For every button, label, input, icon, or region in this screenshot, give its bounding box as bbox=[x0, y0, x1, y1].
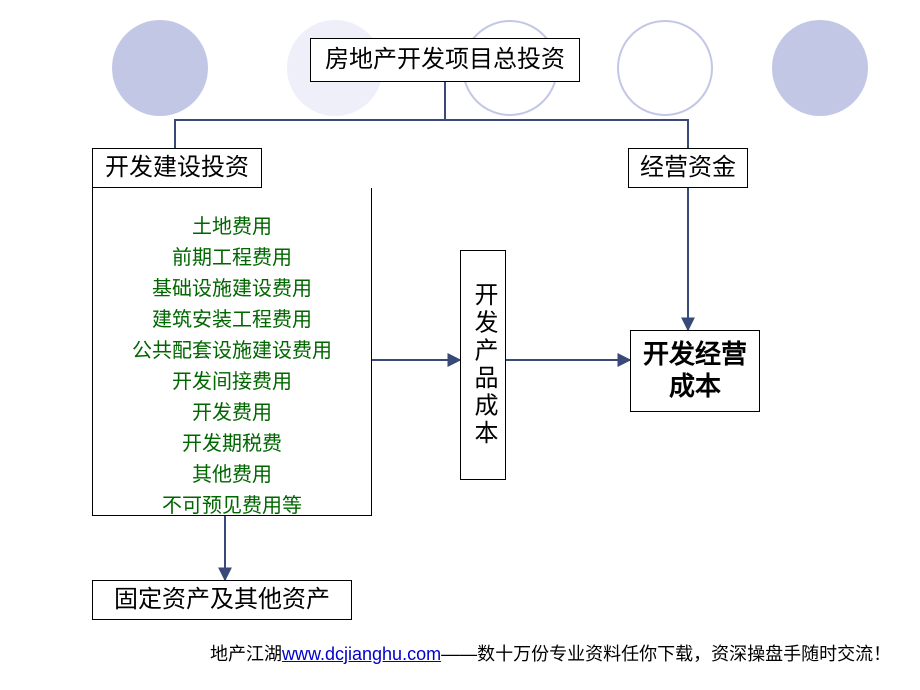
node-op-cost-label: 开发经营成本 bbox=[631, 339, 759, 404]
node-fixed-assets-label: 固定资产及其他资产 bbox=[114, 585, 330, 615]
cost-list-item: 建筑安装工程费用 bbox=[112, 303, 352, 332]
decor-circle bbox=[772, 20, 868, 116]
cost-list-item: 其他费用 bbox=[112, 458, 352, 487]
node-op-funds-label: 经营资金 bbox=[640, 153, 736, 183]
cost-list-item: 开发间接费用 bbox=[112, 365, 352, 394]
node-root-label: 房地产开发项目总投资 bbox=[325, 45, 565, 75]
footer-credit: 地产江湖www.dcjianghu.com——数十万份专业资料任你下载，资深操盘… bbox=[210, 640, 891, 666]
cost-list-item: 公共配套设施建设费用 bbox=[112, 334, 352, 363]
node-op-cost: 开发经营成本 bbox=[630, 330, 760, 412]
footer-link[interactable]: www.dcjianghu.com bbox=[282, 644, 441, 664]
cost-list-item: 开发费用 bbox=[112, 396, 352, 425]
cost-list: 土地费用前期工程费用基础设施建设费用建筑安装工程费用公共配套设施建设费用开发间接… bbox=[112, 208, 352, 520]
node-root: 房地产开发项目总投资 bbox=[310, 38, 580, 82]
node-dev-invest: 开发建设投资 bbox=[92, 148, 262, 188]
cost-list-item: 不可预见费用等 bbox=[112, 489, 352, 518]
cost-list-item: 基础设施建设费用 bbox=[112, 272, 352, 301]
node-dev-invest-label: 开发建设投资 bbox=[105, 153, 249, 183]
node-product-cost: 开发产品成本 bbox=[460, 250, 506, 480]
cost-list-item: 前期工程费用 bbox=[112, 241, 352, 270]
footer-suffix: ——数十万份专业资料任你下载，资深操盘手随时交流！ bbox=[441, 644, 891, 664]
cost-list-item: 开发期税费 bbox=[112, 427, 352, 456]
cost-list-item: 土地费用 bbox=[112, 210, 352, 239]
node-product-cost-label: 开发产品成本 bbox=[468, 282, 498, 448]
decor-circle bbox=[617, 20, 713, 116]
decor-circle bbox=[112, 20, 208, 116]
footer-prefix: 地产江湖 bbox=[210, 644, 282, 664]
node-op-funds: 经营资金 bbox=[628, 148, 748, 188]
node-fixed-assets: 固定资产及其他资产 bbox=[92, 580, 352, 620]
